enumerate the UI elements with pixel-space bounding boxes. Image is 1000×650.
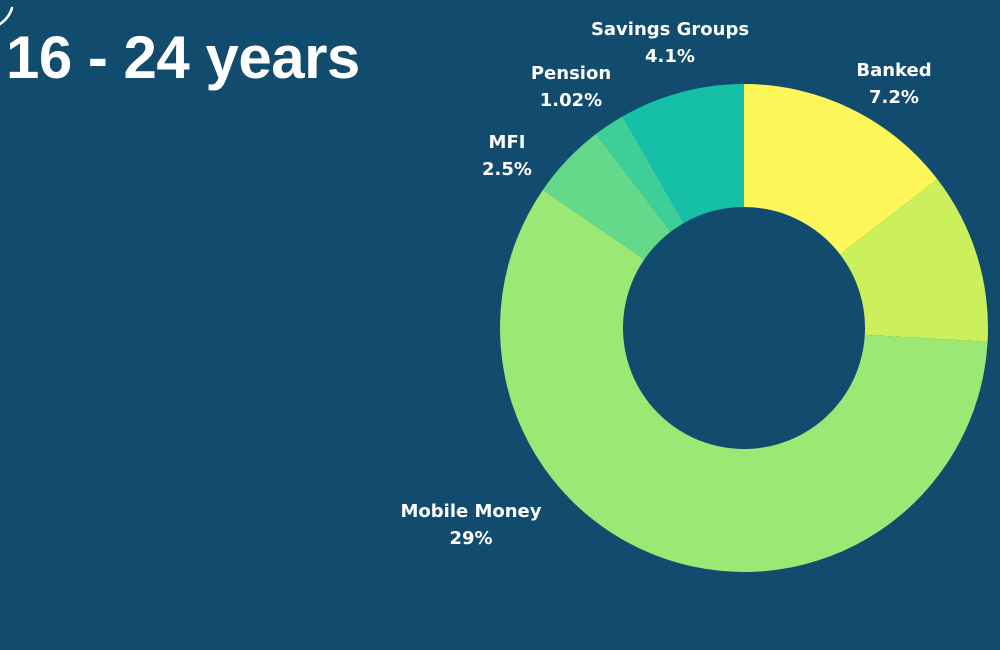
slice-unlabeled-1 [839,179,988,342]
slice-mobile-money [499,189,988,572]
slice-banked [744,84,938,255]
slice-label-pension: Pension [531,63,611,84]
donut-labels: Banked 7.2% Mobile Money 29% MFI 2.5% Pension 1… [400,19,931,549]
donut-slices [499,84,988,572]
slice-mfi [542,133,671,260]
corner-mark-icon [0,6,14,26]
slice-label-mfi: MFI [489,132,526,153]
slice-label-savings-groups: Savings Groups [591,19,749,40]
slice-savings-groups [622,84,744,224]
slice-value-savings-groups: 4.1% [645,46,695,67]
slice-value-mfi: 2.5% [482,159,532,180]
chart-title: 16 - 24 years [6,24,360,91]
slice-value-banked: 7.2% [869,87,919,108]
slice-value-pension: 1.02% [540,90,602,111]
slice-value-mobile-money: 29% [449,528,492,549]
slice-label-mobile-money: Mobile Money [400,501,541,522]
slice-pension [596,116,684,232]
slice-label-banked: Banked [856,60,931,81]
